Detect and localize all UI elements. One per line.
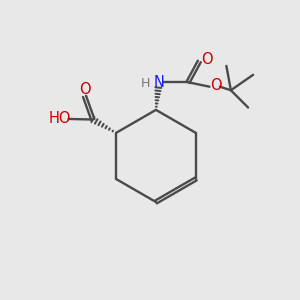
Text: O: O — [201, 52, 213, 68]
Text: O: O — [79, 82, 90, 97]
Text: H: H — [140, 76, 150, 90]
Text: HO: HO — [49, 111, 71, 126]
Text: O: O — [210, 78, 222, 93]
Text: N: N — [154, 75, 165, 90]
